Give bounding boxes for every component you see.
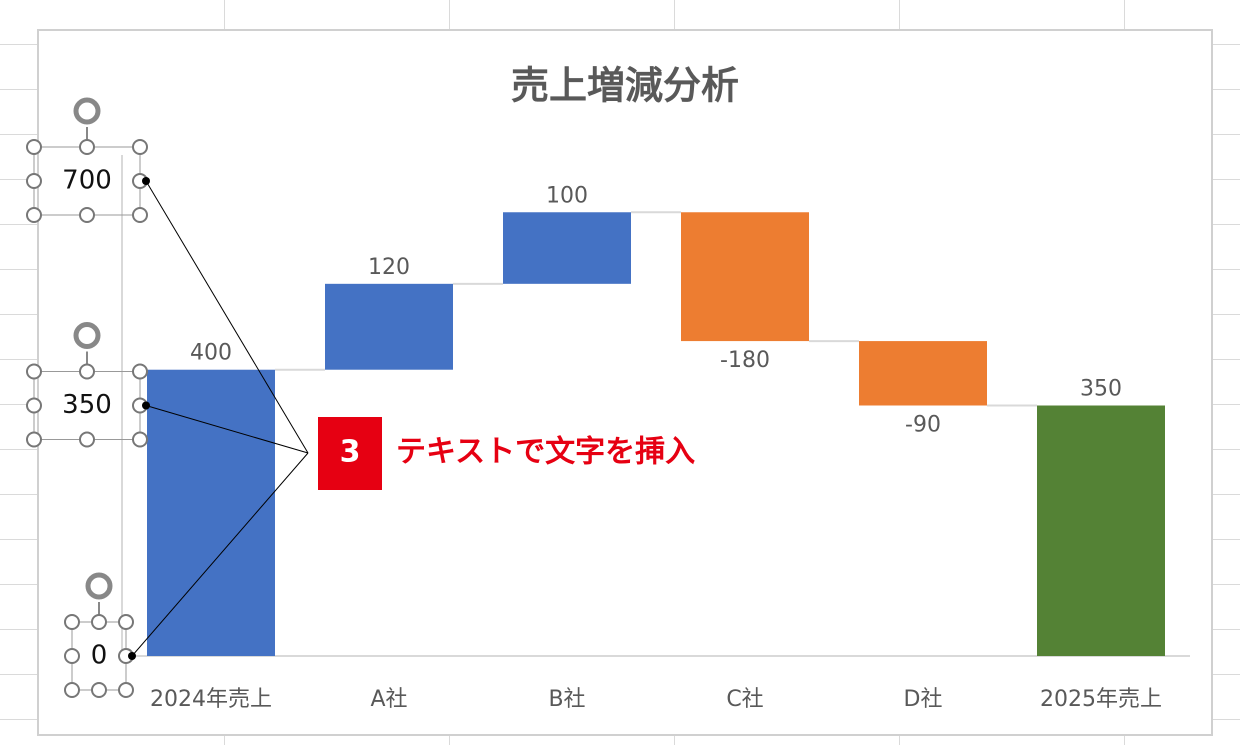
- resize-handle[interactable]: [26, 363, 42, 380]
- bar: [1037, 405, 1165, 656]
- data-label: 350: [1080, 377, 1122, 402]
- resize-handle[interactable]: [132, 139, 148, 155]
- bar: [325, 283, 453, 370]
- resize-handle[interactable]: [64, 614, 80, 630]
- data-label: 120: [368, 255, 410, 280]
- data-label: 100: [546, 183, 588, 208]
- rotate-handle[interactable]: [73, 97, 101, 125]
- y-tick-label: 700: [62, 166, 112, 196]
- resize-handle[interactable]: [118, 682, 134, 698]
- x-tick-label: B社: [548, 687, 585, 712]
- y-tick-label: 350: [62, 390, 112, 420]
- x-tick-label: C社: [726, 687, 763, 712]
- annotation-text: テキストで文字を挿入: [396, 435, 695, 470]
- data-label: 400: [190, 341, 232, 366]
- pointer-line: [145, 405, 309, 454]
- resize-handle[interactable]: [26, 431, 42, 448]
- resize-handle[interactable]: [79, 363, 95, 380]
- step-number: 3: [340, 435, 361, 470]
- rotate-handle[interactable]: [73, 322, 101, 349]
- resize-handle[interactable]: [91, 682, 107, 698]
- resize-handle[interactable]: [132, 431, 148, 448]
- bar: [859, 341, 987, 406]
- resize-handle[interactable]: [79, 207, 95, 223]
- step-badge: [318, 417, 382, 490]
- bar: [503, 212, 631, 284]
- resize-handle[interactable]: [26, 397, 42, 414]
- resize-handle[interactable]: [132, 207, 148, 223]
- resize-handle[interactable]: [26, 173, 42, 189]
- chart-title: 売上増減分析: [511, 64, 739, 108]
- resize-handle[interactable]: [64, 648, 80, 664]
- resize-handle[interactable]: [91, 614, 107, 630]
- pointer-line: [145, 180, 309, 454]
- resize-handle[interactable]: [79, 431, 95, 448]
- resize-handle[interactable]: [64, 682, 80, 698]
- x-tick-label: 2024年売上: [150, 687, 272, 712]
- resize-handle[interactable]: [79, 139, 95, 155]
- rotate-handle[interactable]: [85, 572, 113, 600]
- resize-handle[interactable]: [118, 614, 134, 630]
- x-tick-label: D社: [904, 687, 943, 712]
- data-label: -180: [720, 348, 770, 373]
- resize-handle[interactable]: [26, 207, 42, 223]
- x-tick-label: 2025年売上: [1040, 687, 1162, 712]
- bar: [681, 212, 809, 342]
- y-tick-label: 0: [91, 641, 108, 671]
- bar: [147, 369, 275, 656]
- resize-handle[interactable]: [132, 363, 148, 380]
- pointer-line: [131, 452, 309, 657]
- resize-handle[interactable]: [26, 139, 42, 155]
- x-tick-label: A社: [370, 687, 407, 712]
- data-label: -90: [905, 413, 941, 438]
